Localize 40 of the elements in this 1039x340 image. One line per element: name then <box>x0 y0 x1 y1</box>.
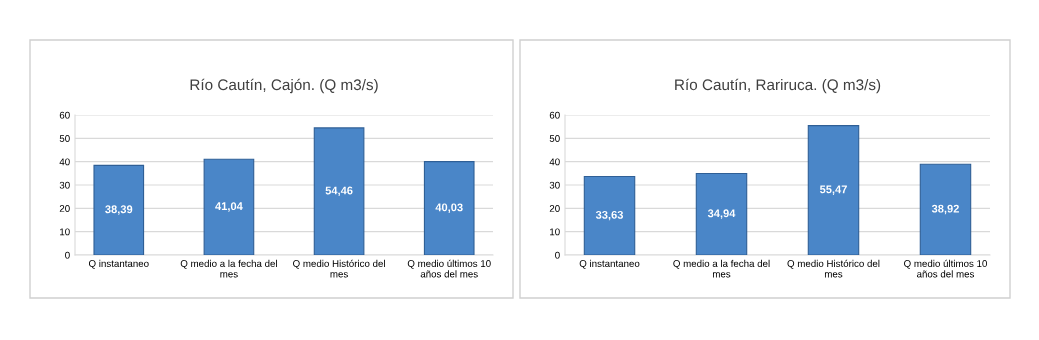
data-label: 41,04 <box>215 202 243 212</box>
y-tick-label: 30 <box>549 181 560 189</box>
data-label: 34,94 <box>707 209 736 219</box>
bar <box>423 161 475 255</box>
y-tick-label: 30 <box>59 181 70 189</box>
y-tick-label: 60 <box>59 111 70 119</box>
x-tick-label: Q medio a la fecha del mes <box>180 259 277 278</box>
bar <box>583 175 636 255</box>
data-label: 38,92 <box>931 204 959 215</box>
x-tick-label: Q instantaneo <box>579 259 640 269</box>
data-label: 40,03 <box>435 203 463 213</box>
y-tick-label: 40 <box>549 158 560 166</box>
y-tick-label: 20 <box>549 205 560 212</box>
x-tick-label: Q medio Histórico del mes <box>787 259 880 278</box>
data-label: 33,63 <box>595 210 624 221</box>
y-tick-label: 10 <box>60 228 70 236</box>
y-tick-label: 10 <box>550 228 560 236</box>
data-label: 54,46 <box>325 186 353 197</box>
y-tick-label: 20 <box>59 205 70 212</box>
x-tick-label: Q medio últimos 10 años del mes <box>904 259 987 278</box>
data-label: 55,47 <box>819 185 847 195</box>
bar <box>807 125 860 255</box>
x-tick-label: Q medio últimos 10 años del mes <box>407 259 491 278</box>
bar <box>203 158 255 255</box>
bar <box>313 127 365 255</box>
y-tick-label: 50 <box>59 135 70 142</box>
chart-title: Río Cautín, Cajón. (Q m3/s) <box>190 78 378 94</box>
bar <box>695 172 748 255</box>
y-tick-label: 0 <box>555 251 560 259</box>
y-tick-label: 60 <box>549 111 560 119</box>
y-tick-label: 0 <box>65 251 70 259</box>
y-tick-label: 40 <box>59 158 70 166</box>
data-label: 38,39 <box>105 205 133 215</box>
bar <box>93 164 145 255</box>
x-tick-label: Q medio a la fecha del mes <box>673 259 770 278</box>
y-tick-label: 50 <box>549 135 560 142</box>
bar <box>919 163 972 255</box>
chart-title: Río Cautín, Rariruca. (Q m3/s) <box>675 78 881 94</box>
x-tick-label: Q medio Histórico del mes <box>293 259 385 278</box>
x-tick-label: Q instantaneo <box>88 259 149 269</box>
